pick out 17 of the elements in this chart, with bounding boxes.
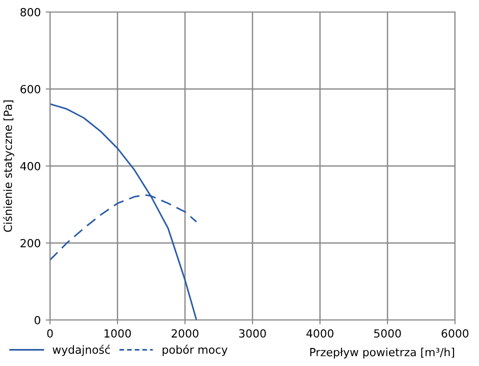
x-tick-label: 4000: [306, 329, 334, 338]
y-tick-label: 0: [34, 316, 40, 324]
x-tick-label: 1000: [104, 329, 131, 338]
x-tick-label: 3000: [239, 329, 266, 338]
x-tick-label: 5000: [374, 329, 401, 338]
x-tick-label: 2000: [172, 329, 198, 338]
y-tick-label: 200: [20, 238, 40, 248]
x-tick-label: 0: [47, 329, 53, 338]
y-tick-label: 400: [20, 162, 40, 170]
x-tick-label: 6000: [442, 329, 468, 338]
x-axis-title: Przepływ powietrza [m³/h]: [310, 348, 454, 358]
y-tick-label: 600: [20, 84, 40, 94]
legend-label: pobór mocy: [162, 344, 228, 356]
y-axis-title: Ciśnienie statyczne [Pa]: [3, 100, 14, 232]
line-series: [50, 103, 198, 320]
y-tick-label: 800: [20, 8, 40, 16]
legend-label: wydajność: [52, 344, 110, 356]
